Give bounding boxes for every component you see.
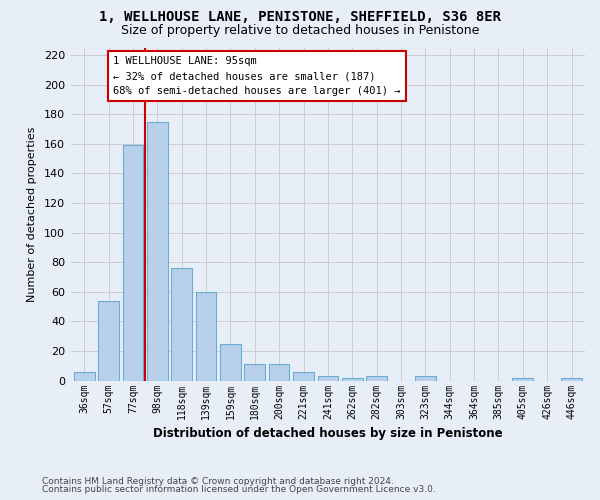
Bar: [122, 145, 143, 380]
Bar: [196, 292, 217, 380]
Bar: [244, 364, 265, 380]
Bar: [74, 372, 95, 380]
Bar: [561, 378, 582, 380]
Bar: [269, 364, 289, 380]
Bar: [342, 378, 362, 380]
Text: Size of property relative to detached houses in Penistone: Size of property relative to detached ho…: [121, 24, 479, 37]
Text: 1, WELLHOUSE LANE, PENISTONE, SHEFFIELD, S36 8ER: 1, WELLHOUSE LANE, PENISTONE, SHEFFIELD,…: [99, 10, 501, 24]
X-axis label: Distribution of detached houses by size in Penistone: Distribution of detached houses by size …: [153, 427, 503, 440]
Text: Contains HM Land Registry data © Crown copyright and database right 2024.: Contains HM Land Registry data © Crown c…: [42, 477, 394, 486]
Bar: [293, 372, 314, 380]
Y-axis label: Number of detached properties: Number of detached properties: [27, 126, 37, 302]
Bar: [220, 344, 241, 380]
Bar: [98, 300, 119, 380]
Bar: [317, 376, 338, 380]
Bar: [512, 378, 533, 380]
Bar: [147, 122, 167, 380]
Bar: [171, 268, 192, 380]
Text: Contains public sector information licensed under the Open Government Licence v3: Contains public sector information licen…: [42, 485, 436, 494]
Bar: [415, 376, 436, 380]
Text: 1 WELLHOUSE LANE: 95sqm
← 32% of detached houses are smaller (187)
68% of semi-d: 1 WELLHOUSE LANE: 95sqm ← 32% of detache…: [113, 56, 401, 96]
Bar: [366, 376, 387, 380]
